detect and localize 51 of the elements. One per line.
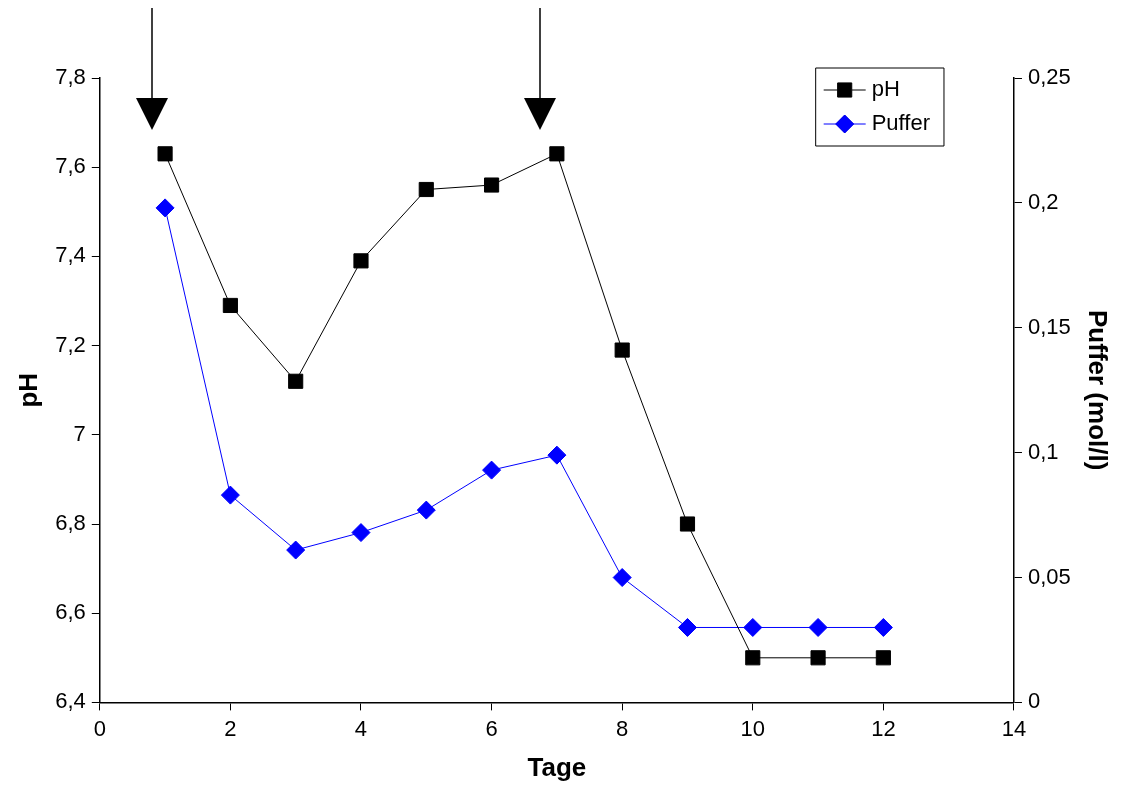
y-tick-label: 7,4 [55, 242, 86, 268]
point [679, 516, 696, 532]
y-tick-label: 7 [73, 420, 86, 446]
point [286, 540, 306, 560]
x-tick-label: 10 [740, 715, 766, 741]
y2-tick-label: 0 [1027, 688, 1041, 714]
point [220, 485, 240, 505]
point [155, 198, 175, 218]
point [810, 650, 826, 666]
y2-tick-label: 0,1 [1027, 438, 1059, 464]
y2-tick-label: 0,2 [1027, 188, 1059, 214]
point [612, 568, 632, 588]
x-tick-label: 4 [354, 715, 368, 741]
point [614, 342, 630, 358]
y-tick-label: 7,2 [55, 331, 86, 357]
point [418, 181, 434, 198]
y2-tick-label: 0,05 [1027, 563, 1071, 589]
x-tick-label: 12 [871, 715, 896, 741]
y-tick-label: 7,6 [55, 153, 86, 179]
point [351, 523, 371, 543]
y2-tick-label: 0,25 [1027, 64, 1071, 90]
point [484, 177, 500, 193]
point [808, 617, 828, 637]
x-tick-label: 6 [485, 715, 498, 741]
legend-label: pH [871, 76, 900, 102]
x-tick-label: 0 [93, 715, 106, 741]
point [288, 373, 304, 389]
y-tick-label: 7,8 [55, 64, 86, 90]
point [873, 617, 893, 637]
point [482, 460, 502, 480]
point [547, 445, 567, 465]
y-tick-label: 6,6 [55, 599, 86, 625]
y-tick-label: 6,4 [55, 688, 86, 714]
point [222, 297, 238, 314]
y2-axis-title: Puffer (mol/l) [1083, 310, 1114, 471]
point [875, 650, 891, 666]
point [549, 146, 565, 162]
legend-label: Puffer [871, 110, 930, 136]
point [353, 253, 369, 269]
y-tick-label: 6,8 [55, 510, 86, 536]
point [745, 650, 761, 666]
x-tick-label: 2 [224, 715, 237, 741]
y-axis-title: pH [12, 372, 43, 408]
point [743, 617, 763, 637]
y2-tick-label: 0,15 [1027, 313, 1071, 339]
point [157, 146, 173, 162]
x-tick-label: 8 [616, 715, 629, 741]
x-axis-title: Tage [527, 751, 587, 782]
x-tick-label: 14 [1001, 715, 1027, 741]
point [677, 617, 697, 637]
point [416, 500, 436, 520]
